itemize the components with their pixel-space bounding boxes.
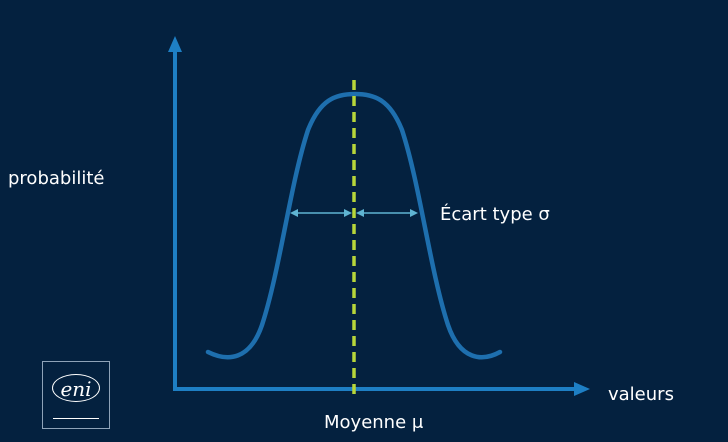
- logo-ring-icon: [52, 374, 100, 402]
- std-dev-label: Écart type σ: [440, 204, 550, 225]
- y-axis-arrowhead-icon: [168, 36, 182, 52]
- y-axis-label: probabilité: [8, 168, 105, 189]
- sigma-arrow-right: [356, 209, 418, 217]
- x-axis-label: valeurs: [608, 384, 674, 405]
- bell-curve: [205, 91, 503, 360]
- sigma-arrow-left: [290, 209, 352, 217]
- logo-text: eni: [60, 377, 92, 401]
- logo-underline: [53, 418, 99, 419]
- eni-logo: eni: [42, 361, 110, 429]
- x-axis-arrowhead-icon: [574, 382, 590, 396]
- mean-label: Moyenne μ: [324, 412, 424, 433]
